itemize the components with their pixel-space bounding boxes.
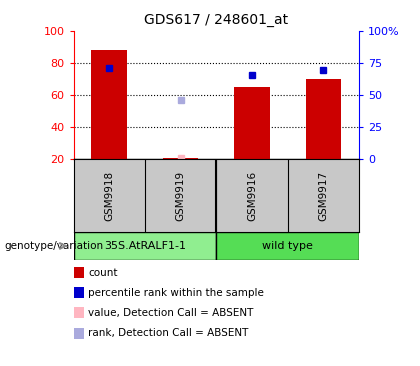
Bar	[305, 79, 341, 159]
Text: GSM9919: GSM9919	[176, 171, 186, 221]
FancyBboxPatch shape	[216, 232, 359, 260]
Text: GSM9916: GSM9916	[247, 171, 257, 221]
Text: value, Detection Call = ABSENT: value, Detection Call = ABSENT	[88, 308, 254, 318]
FancyBboxPatch shape	[74, 232, 216, 260]
Bar	[234, 87, 270, 159]
Text: GSM9918: GSM9918	[104, 171, 114, 221]
Text: rank, Detection Call = ABSENT: rank, Detection Call = ABSENT	[88, 328, 249, 338]
Bar	[163, 158, 199, 159]
Text: count: count	[88, 268, 118, 278]
Text: genotype/variation: genotype/variation	[4, 241, 103, 251]
Bar	[92, 50, 127, 159]
Text: 35S.AtRALF1-1: 35S.AtRALF1-1	[104, 241, 186, 251]
Text: wild type: wild type	[262, 241, 313, 251]
Text: percentile rank within the sample: percentile rank within the sample	[88, 288, 264, 298]
Title: GDS617 / 248601_at: GDS617 / 248601_at	[144, 13, 289, 27]
Text: GSM9917: GSM9917	[318, 171, 328, 221]
